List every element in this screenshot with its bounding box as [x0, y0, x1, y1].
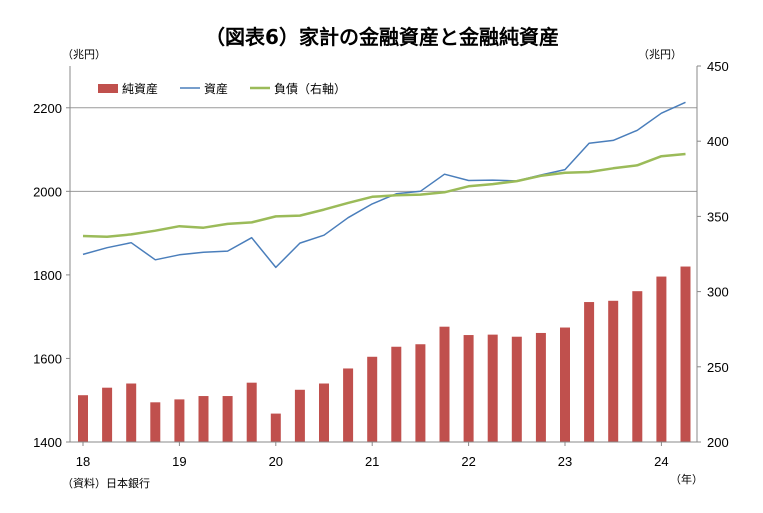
left-axis-unit: （兆円） [62, 48, 106, 61]
net-assets-bar [680, 266, 691, 442]
net-assets-bar [150, 402, 161, 442]
net-assets-bar [656, 276, 667, 442]
legend-net-assets-swatch [98, 84, 118, 93]
net-assets-bar [270, 413, 281, 442]
left-tick-label: 1800 [33, 268, 62, 283]
net-assets-bar [198, 396, 209, 442]
net-assets-bar [102, 387, 113, 442]
x-tick-label: 24 [654, 454, 668, 469]
net-assets-bar [343, 368, 354, 442]
legend-liabilities-label: 負債（右軸） [274, 81, 346, 96]
net-assets-bar [439, 326, 450, 442]
left-tick-label: 1600 [33, 351, 62, 366]
net-assets-bar [367, 356, 378, 442]
right-axis-ticks: 200 250 300 350 400 450 [697, 59, 729, 450]
net-assets-bar [535, 332, 546, 442]
net-assets-bar [126, 383, 137, 442]
legend-net-assets-label: 純資産 [122, 81, 158, 96]
x-tick-label: 18 [76, 454, 90, 469]
x-tick-label: 20 [269, 454, 283, 469]
x-axis-ticks: 18 19 20 21 22 23 24 [76, 442, 669, 469]
left-tick-label: 2000 [33, 184, 62, 199]
right-tick-label: 450 [707, 59, 729, 74]
net-assets-bar [608, 300, 619, 442]
x-axis-unit: （年） [670, 472, 703, 486]
x-tick-label: 23 [558, 454, 572, 469]
series-lines [82, 101, 686, 269]
net-assets-bar [463, 335, 474, 442]
net-assets-bar [78, 395, 88, 442]
right-tick-label: 300 [707, 285, 729, 300]
x-tick-label: 22 [461, 454, 475, 469]
gridlines [70, 107, 697, 192]
net-assets-bars [78, 266, 691, 442]
net-assets-bar [391, 346, 402, 442]
left-axis-ticks: 1400 1600 1800 2000 2200 [33, 101, 70, 450]
net-assets-bar [319, 383, 329, 442]
net-assets-bar [632, 291, 643, 442]
right-axis-unit: （兆円） [638, 48, 682, 61]
net-assets-bar [174, 399, 185, 442]
right-tick-label: 400 [707, 134, 729, 149]
right-tick-label: 200 [707, 435, 729, 450]
x-tick-label: 19 [172, 454, 186, 469]
net-assets-bar [511, 336, 522, 442]
left-tick-label: 2200 [33, 101, 62, 116]
net-assets-bar [294, 389, 305, 442]
net-assets-bar [246, 382, 257, 442]
assets-line [82, 101, 686, 269]
left-tick-label: 1400 [33, 435, 62, 450]
chart-title: （図表6）家計の金融資産と金融純資産 [205, 25, 559, 49]
source-note: （資料）日本銀行 [62, 476, 150, 490]
legend: 純資産 資産 負債（右軸） [98, 81, 346, 96]
net-assets-bar [415, 344, 426, 442]
net-assets-bar [222, 396, 233, 442]
net-assets-bar [584, 302, 595, 442]
right-tick-label: 250 [707, 360, 729, 375]
x-tick-label: 21 [365, 454, 379, 469]
liabilities-line [82, 152, 686, 238]
net-assets-bar [487, 334, 498, 442]
net-assets-bar [560, 327, 570, 442]
right-tick-label: 350 [707, 209, 729, 224]
legend-assets-label: 資産 [204, 81, 228, 96]
